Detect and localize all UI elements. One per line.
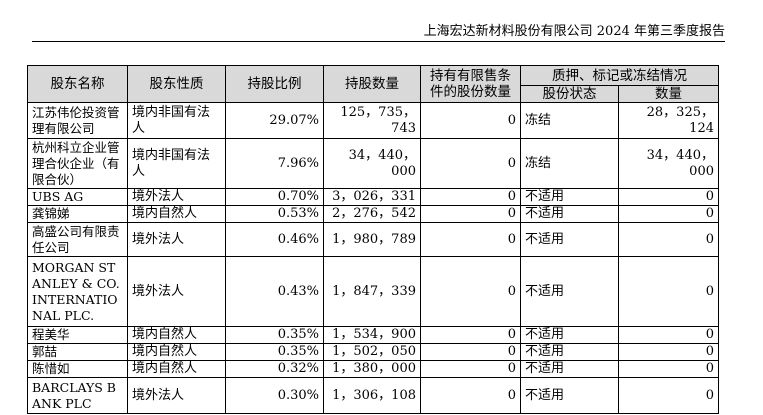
shareholder-table: 股东名称 股东性质 持股比例 持股数量 持有有限售条件的股份数量 质押、标记或冻… — [27, 65, 719, 414]
table-row: 程美华 境内自然人 0.35% 1，534，900 0 不适用 0 — [27, 326, 719, 344]
table-cell: 境外法人 — [127, 256, 226, 327]
table-cell: 0 — [618, 326, 719, 344]
table-cell: 龚锦娣 — [27, 205, 128, 223]
table-cell: 境外法人 — [127, 188, 226, 206]
table-cell: 0 — [420, 256, 521, 327]
table-cell: 29.07% — [225, 102, 324, 139]
table-cell: 境外法人 — [127, 377, 226, 414]
table-cell: 冻结 — [520, 102, 619, 139]
table-cell: 境内非国有法人 — [127, 138, 226, 189]
header-cell: 持股数量 — [323, 65, 421, 103]
table-cell: 1，380，000 — [323, 360, 421, 378]
table-row: 杭州科立企业管理合伙企业（有限合伙） 境内非国有法人 7.96% 34，440，000… — [27, 138, 719, 189]
header-cell: 股份状态 — [520, 85, 619, 103]
table-cell: BARCLAYS BANK PLC — [27, 377, 128, 414]
table-body: 江苏伟伦投资管理有限公司 境内非国有法人 29.07% 125，735，743 0 冻结 2… — [27, 102, 719, 414]
table-row: 龚锦娣 境内自然人 0.53% 2，276，542 0 不适用 0 — [27, 205, 719, 223]
table-cell: 不适用 — [520, 326, 619, 344]
table-cell: 0 — [618, 377, 719, 414]
table-cell: 34，440，000 — [323, 138, 421, 189]
table-cell: 不适用 — [520, 205, 619, 223]
table-cell: 江苏伟伦投资管理有限公司 — [27, 102, 128, 139]
table-cell: 冻结 — [520, 138, 619, 189]
table-cell: 0 — [618, 256, 719, 327]
table-cell: 境内自然人 — [127, 360, 226, 378]
table-cell: 境内非国有法人 — [127, 102, 226, 139]
table-cell: 2，276，542 — [323, 205, 421, 223]
table-cell: 0.43% — [225, 256, 324, 327]
table-cell: 0.35% — [225, 326, 324, 344]
table-cell: 7.96% — [225, 138, 324, 189]
table-cell: 1，534，900 — [323, 326, 421, 344]
table-cell: 0 — [420, 326, 521, 344]
table-cell: 0 — [618, 343, 719, 361]
table-row: 郭喆 境内自然人 0.35% 1，502，050 0 不适用 0 — [27, 343, 719, 361]
table-cell: 28，325，124 — [618, 102, 719, 139]
table-row: 江苏伟伦投资管理有限公司 境内非国有法人 29.07% 125，735，743 0 冻结 2… — [27, 102, 719, 139]
table-cell: 0.70% — [225, 188, 324, 206]
table-cell: 程美华 — [27, 326, 128, 344]
table-row: 高盛公司有限责任公司 境外法人 0.46% 1，980，789 0 不适用 0 — [27, 222, 719, 257]
table-cell: 3，026，331 — [323, 188, 421, 206]
header-cell: 数量 — [618, 85, 719, 103]
header-cell: 持股比例 — [225, 65, 324, 103]
table-row: 陈惜如 境内自然人 0.32% 1，380，000 0 不适用 0 — [27, 360, 719, 378]
table-cell: 0.30% — [225, 377, 324, 414]
table-cell: 陈惜如 — [27, 360, 128, 378]
table-cell: 0 — [420, 188, 521, 206]
table-cell: 不适用 — [520, 188, 619, 206]
table-cell: 境内自然人 — [127, 205, 226, 223]
header-cell: 股东名称 — [27, 65, 128, 103]
table-cell: 境内自然人 — [127, 326, 226, 344]
table-cell: 0 — [618, 205, 719, 223]
table-cell: 1，980，789 — [323, 222, 421, 257]
header-cell: 质押、标记或冻结情况 — [520, 65, 719, 86]
table-row: UBS AG 境外法人 0.70% 3，026，331 0 不适用 0 — [27, 188, 719, 206]
table-cell: 0 — [420, 138, 521, 189]
table-cell: 0.53% — [225, 205, 324, 223]
table-cell: 高盛公司有限责任公司 — [27, 222, 128, 257]
table-cell: 1，306，108 — [323, 377, 421, 414]
table-cell: 0.46% — [225, 222, 324, 257]
table-cell: 0 — [618, 360, 719, 378]
table-cell: 0.35% — [225, 343, 324, 361]
table-cell: 0 — [420, 222, 521, 257]
table-cell: 郭喆 — [27, 343, 128, 361]
table-cell: 0 — [420, 377, 521, 414]
table-cell: 34，440，000 — [618, 138, 719, 189]
table-cell: 1，502，050 — [323, 343, 421, 361]
header-rule — [32, 41, 725, 42]
table-row: BARCLAYS BANK PLC 境外法人 0.30% 1，306，108 0 不适用 0 — [27, 377, 719, 414]
table-cell: 不适用 — [520, 360, 619, 378]
table-cell: 1，847，339 — [323, 256, 421, 327]
table-cell: 不适用 — [520, 377, 619, 414]
table-cell: 不适用 — [520, 343, 619, 361]
table-row: MORGAN STANLEY & CO. INTERNATIONAL PLC. 境… — [27, 256, 719, 327]
table-cell: 境外法人 — [127, 222, 226, 257]
header-cell: 股东性质 — [127, 65, 226, 103]
table-cell: 0.32% — [225, 360, 324, 378]
table-cell: 0 — [618, 188, 719, 206]
table-cell: 杭州科立企业管理合伙企业（有限合伙） — [27, 138, 128, 189]
table-cell: MORGAN STANLEY & CO. INTERNATIONAL PLC. — [27, 256, 128, 327]
table-cell: 境内自然人 — [127, 343, 226, 361]
table-cell: 125，735，743 — [323, 102, 421, 139]
table-cell: 0 — [618, 222, 719, 257]
report-title: 上海宏达新材料股份有限公司 2024 年第三季度报告 — [423, 24, 725, 39]
table-cell: UBS AG — [27, 188, 128, 206]
table-cell: 不适用 — [520, 222, 619, 257]
table-cell: 0 — [420, 102, 521, 139]
header-cell: 持有有限售条件的股份数量 — [420, 65, 521, 103]
table-cell: 0 — [420, 343, 521, 361]
table-cell: 不适用 — [520, 256, 619, 327]
table-cell: 0 — [420, 205, 521, 223]
table-cell: 0 — [420, 360, 521, 378]
